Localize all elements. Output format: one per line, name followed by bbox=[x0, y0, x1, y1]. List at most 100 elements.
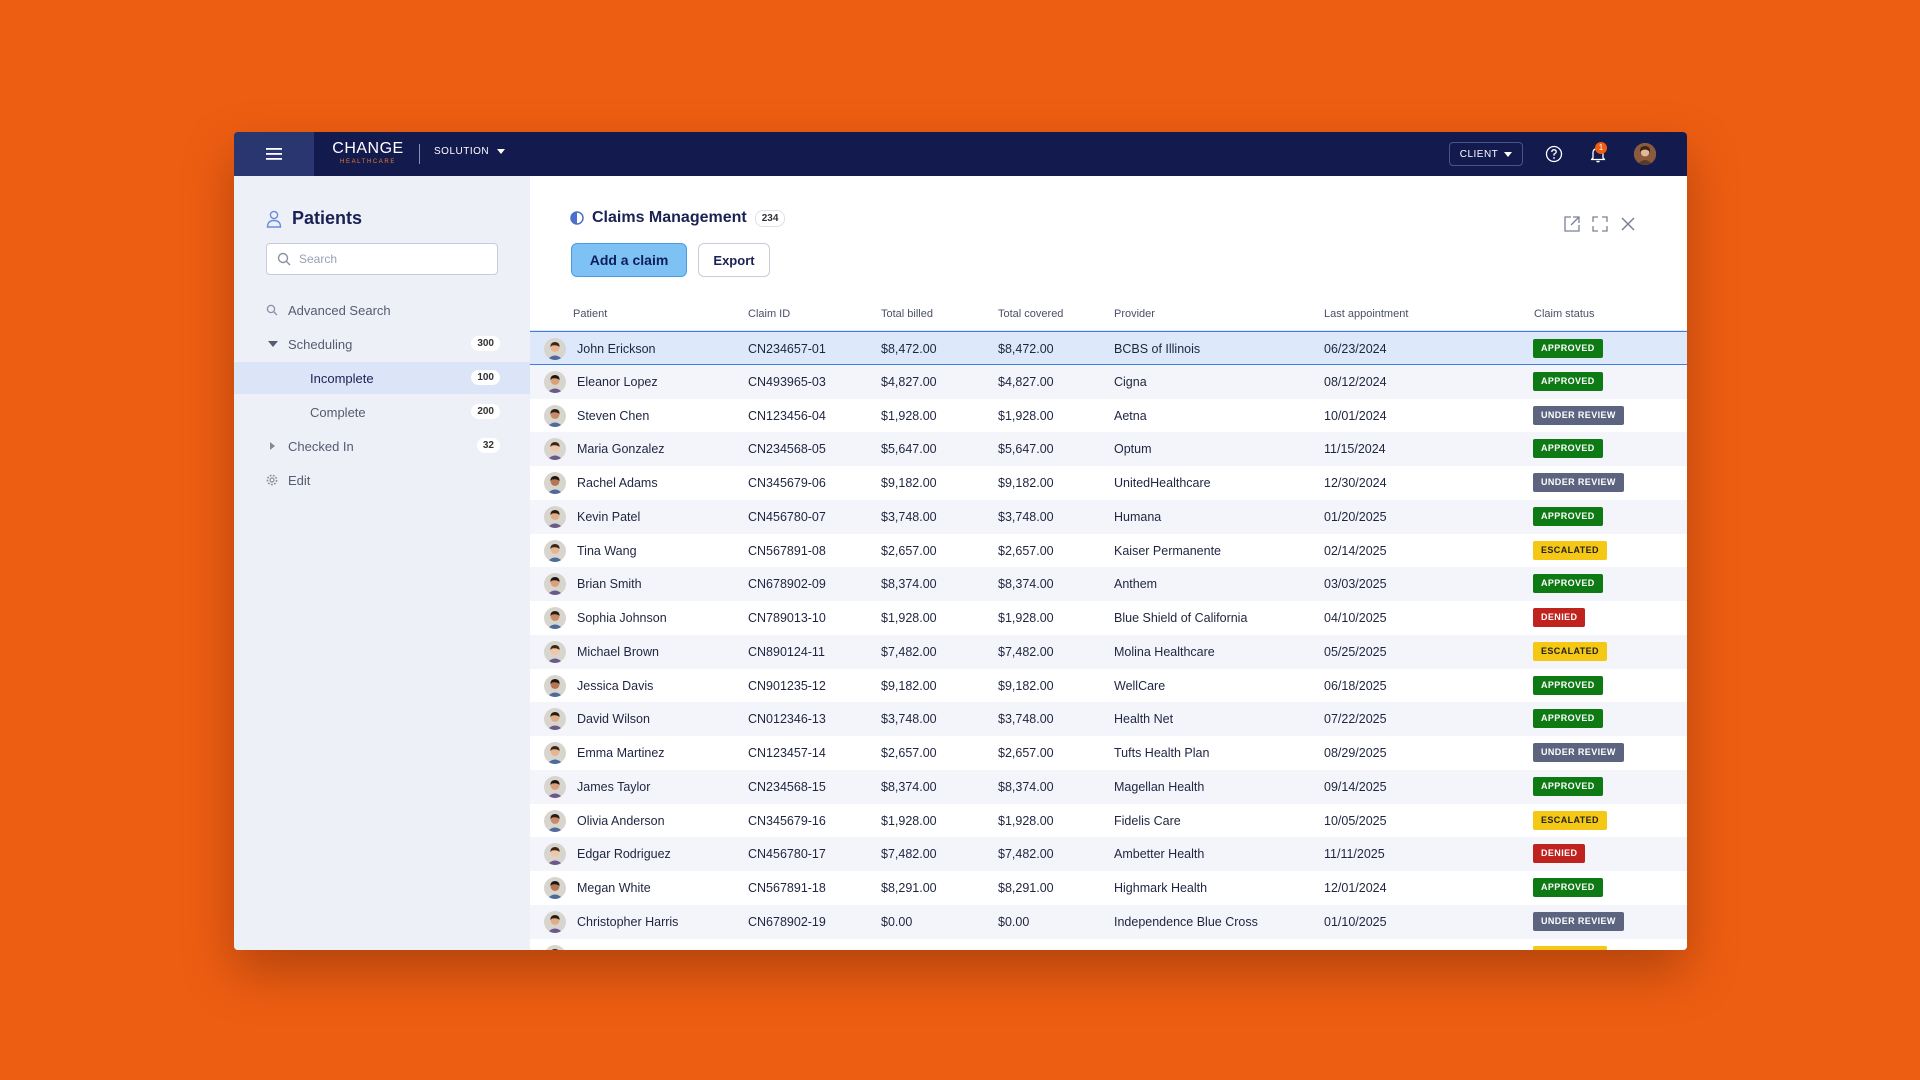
column-header-provider[interactable]: Provider bbox=[1114, 308, 1155, 320]
patient-avatar bbox=[544, 910, 566, 933]
table-row[interactable]: James Taylor CN234568-15 $8,374.00 $8,374.0… bbox=[530, 769, 1687, 804]
patient-name: Sophia Johnson bbox=[577, 611, 667, 625]
status-badge: APPROVED bbox=[1533, 371, 1603, 391]
patient-avatar bbox=[544, 338, 566, 360]
provider-name: Anthem bbox=[1114, 577, 1158, 592]
total-billed: $5,647.00 bbox=[881, 442, 937, 457]
status-badge: UNDER REVIEW bbox=[1533, 473, 1624, 492]
search-box[interactable] bbox=[266, 243, 498, 275]
table-row[interactable]: Emma Martinez CN123457-14 $2,657.00 $2,657.… bbox=[530, 736, 1687, 770]
export-button[interactable]: Export bbox=[698, 243, 770, 277]
column-header-total-covered[interactable]: Total covered bbox=[998, 308, 1064, 320]
user-avatar[interactable] bbox=[1634, 143, 1656, 165]
sidebar-item-checked-in[interactable]: Checked In 32 bbox=[234, 430, 530, 462]
total-billed: $8,472.00 bbox=[881, 342, 937, 356]
add-claim-button[interactable]: Add a claim bbox=[571, 243, 687, 277]
table-row[interactable]: Olivia Anderson CN345679-16 $1,928.00 $1,92… bbox=[530, 804, 1687, 838]
provider-name: Optum bbox=[1114, 442, 1152, 457]
column-header-last-appointment[interactable]: Last appointment bbox=[1324, 308, 1409, 320]
sidebar-item-edit[interactable]: Edit bbox=[234, 464, 530, 496]
sidebar-item-label: Incomplete bbox=[310, 371, 374, 386]
sidebar-item-advanced-search[interactable]: Advanced Search bbox=[234, 294, 530, 326]
provider-name: BCBS of Illinois bbox=[1114, 342, 1201, 356]
app-window: CHANGE HEALTHCARE SOLUTION CLIENT 1 bbox=[234, 132, 1687, 950]
logo-sub-text: HEALTHCARE bbox=[340, 159, 396, 165]
table-row[interactable]: Sophia Johnson CN789013-10 $1,928.00 $1,928… bbox=[530, 601, 1687, 635]
column-header-patient[interactable]: Patient bbox=[573, 308, 608, 320]
patient-name: Edgar Rodriguez bbox=[577, 847, 671, 862]
provider-name: Independence Blue Cross bbox=[1114, 914, 1258, 929]
patient-name: Steven Chen bbox=[577, 408, 650, 423]
column-header-total-billed[interactable]: Total billed bbox=[881, 308, 933, 320]
close-icon[interactable] bbox=[1618, 214, 1638, 234]
table-row[interactable]: Christopher Harris CN678902-19 $0.00 $0.00 I… bbox=[530, 904, 1687, 939]
search-input[interactable] bbox=[299, 252, 489, 266]
help-icon[interactable] bbox=[1544, 144, 1564, 164]
column-header-claim-id[interactable]: Claim ID bbox=[748, 308, 791, 320]
last-appointment: 06/18/2025 bbox=[1324, 678, 1387, 693]
patient-avatar bbox=[544, 742, 566, 764]
total-billed: $9,182.00 bbox=[881, 678, 937, 693]
expand-icon[interactable] bbox=[1590, 214, 1610, 234]
menu-button[interactable] bbox=[234, 132, 314, 176]
total-covered: $7,482.00 bbox=[998, 644, 1054, 659]
table-row[interactable]: Eleanor Lopez CN493965-03 $4,827.00 $4,827.… bbox=[530, 364, 1687, 399]
total-covered: $1,928.00 bbox=[998, 813, 1054, 828]
table-row[interactable]: John Erickson CN234657-01 $8,472.00 $8,472.… bbox=[530, 331, 1687, 365]
sidebar-item-incomplete[interactable]: Incomplete 100 bbox=[234, 362, 530, 394]
patient-name: Rachel Adams bbox=[577, 476, 658, 490]
table-row[interactable]: Michael Brown CN890124-11 $7,482.00 $7,482.… bbox=[530, 634, 1687, 669]
status-badge: APPROVED bbox=[1533, 506, 1603, 526]
total-billed: $8,374.00 bbox=[881, 577, 937, 592]
table-row[interactable]: Tina Wang CN567891-08 $2,657.00 $2,657.00 Ka… bbox=[530, 534, 1687, 568]
patient-name: Michael Brown bbox=[577, 644, 659, 659]
sidebar-title: Patients bbox=[266, 208, 362, 229]
total-billed: $7,482.00 bbox=[881, 644, 937, 659]
table-row[interactable]: Maria Gonzalez CN234568-05 $5,647.00 $5,647… bbox=[530, 432, 1687, 467]
patient-avatar bbox=[544, 708, 566, 731]
table-row[interactable]: Edgar Rodriguez CN456780-17 $7,482.00 $7,48… bbox=[530, 837, 1687, 872]
status-badge: APPROVED bbox=[1533, 709, 1603, 729]
table-row[interactable]: Jessica Davis CN901235-12 $9,182.00 $9,182.… bbox=[530, 669, 1687, 703]
brand-logo[interactable]: CHANGE HEALTHCARE bbox=[332, 141, 404, 169]
patient-avatar bbox=[544, 843, 566, 866]
patient-avatar bbox=[544, 877, 566, 899]
total-billed: $0.00 bbox=[881, 914, 913, 929]
header-divider bbox=[419, 144, 420, 164]
total-covered: $2,657.00 bbox=[998, 746, 1054, 760]
patient-name: Christopher Harris bbox=[577, 914, 679, 929]
table-row[interactable]: David Wilson CN012346-13 $3,748.00 $3,748.0… bbox=[530, 702, 1687, 737]
notification-badge: 1 bbox=[1595, 142, 1607, 154]
claim-id: CN234568-05 bbox=[748, 442, 826, 457]
solution-dropdown[interactable]: SOLUTION bbox=[434, 146, 506, 157]
total-covered: $8,291.00 bbox=[998, 881, 1054, 895]
status-badge: APPROVED bbox=[1533, 675, 1603, 695]
patient-name: Emma Martinez bbox=[577, 746, 665, 760]
external-link-icon[interactable] bbox=[1562, 214, 1582, 234]
patient-name: Ashley Clark bbox=[577, 949, 647, 951]
sidebar-item-label: Edit bbox=[288, 473, 311, 488]
header-divider bbox=[530, 330, 1687, 331]
patient-name: Brian Smith bbox=[577, 577, 642, 592]
table-row[interactable]: Brian Smith CN678902-09 $8,374.00 $8,374.00… bbox=[530, 567, 1687, 602]
table-row[interactable]: Megan White CN567891-18 $8,291.00 $8,291.00… bbox=[530, 871, 1687, 905]
total-covered: $8,374.00 bbox=[998, 779, 1054, 794]
last-appointment: 03/03/2025 bbox=[1324, 577, 1387, 592]
table-row[interactable]: Rachel Adams CN345679-06 $9,182.00 $9,182.0… bbox=[530, 466, 1687, 500]
table-row[interactable]: Steven Chen CN123456-04 $1,928.00 $1,928.00… bbox=[530, 399, 1687, 433]
claim-id: CN123457-14 bbox=[748, 746, 826, 760]
last-appointment: 02/14/2025 bbox=[1324, 543, 1387, 558]
column-header-claim-status[interactable]: Claim status bbox=[1534, 308, 1595, 320]
patient-name: Olivia Anderson bbox=[577, 813, 665, 828]
total-covered: $0.00 bbox=[998, 949, 1029, 951]
claim-id: CN456780-17 bbox=[748, 847, 826, 862]
client-dropdown[interactable]: CLIENT bbox=[1449, 142, 1523, 166]
table-row[interactable]: Ashley Clark CN789013-20 $0.00 $0.00 Medica 0… bbox=[530, 939, 1687, 951]
sidebar-item-complete[interactable]: Complete 200 bbox=[234, 396, 530, 428]
status-badge: UNDER REVIEW bbox=[1533, 743, 1624, 762]
table-row[interactable]: Kevin Patel CN456780-07 $3,748.00 $3,748.00… bbox=[530, 499, 1687, 534]
sidebar-item-label: Checked In bbox=[288, 439, 354, 454]
half-circle-icon bbox=[570, 211, 584, 225]
total-billed: $2,657.00 bbox=[881, 746, 937, 760]
sidebar-item-scheduling[interactable]: Scheduling 300 bbox=[234, 328, 530, 360]
